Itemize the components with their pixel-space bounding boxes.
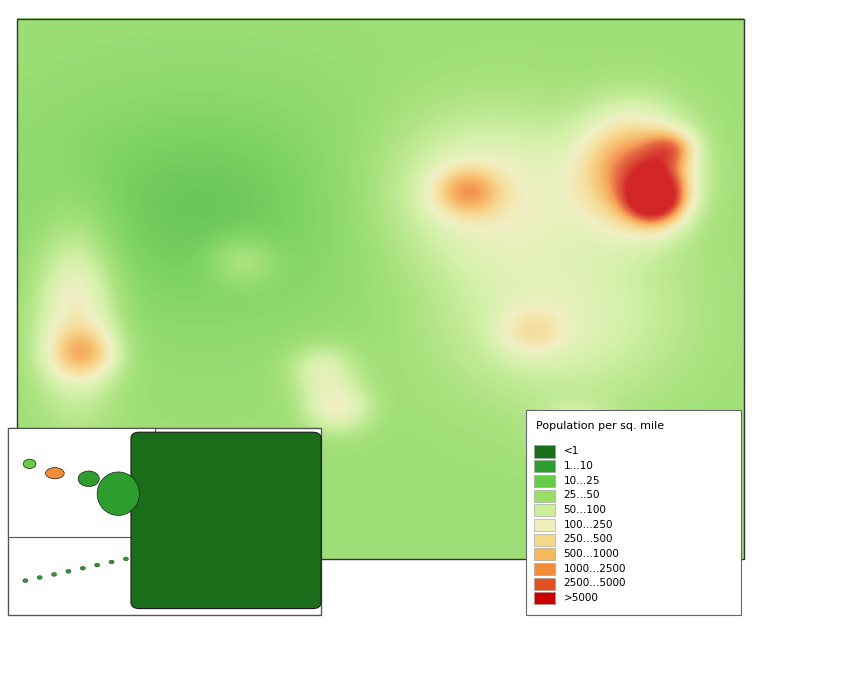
Bar bbox=[533, 563, 555, 575]
Text: 10...25: 10...25 bbox=[563, 476, 599, 486]
Text: 250...500: 250...500 bbox=[563, 535, 613, 545]
Text: Population per sq. mile: Population per sq. mile bbox=[535, 421, 663, 431]
Ellipse shape bbox=[109, 560, 114, 564]
Bar bbox=[533, 578, 555, 590]
Bar bbox=[533, 446, 555, 458]
Text: >5000: >5000 bbox=[563, 593, 598, 603]
Ellipse shape bbox=[37, 576, 42, 579]
Ellipse shape bbox=[66, 570, 71, 573]
Bar bbox=[533, 475, 555, 487]
Bar bbox=[533, 460, 555, 472]
Ellipse shape bbox=[23, 578, 28, 583]
Bar bbox=[533, 592, 555, 604]
Text: 100...250: 100...250 bbox=[563, 520, 613, 530]
Ellipse shape bbox=[80, 566, 85, 570]
Ellipse shape bbox=[51, 572, 57, 576]
Ellipse shape bbox=[95, 563, 100, 567]
Bar bbox=[8, 429, 321, 615]
Text: 500...1000: 500...1000 bbox=[563, 549, 619, 559]
Text: 25...50: 25...50 bbox=[563, 491, 599, 500]
Bar bbox=[533, 504, 555, 516]
Bar bbox=[8, 429, 155, 537]
Bar bbox=[533, 519, 555, 531]
Text: 1000...2500: 1000...2500 bbox=[563, 564, 625, 574]
Bar bbox=[533, 533, 555, 545]
Ellipse shape bbox=[24, 459, 35, 468]
Text: 1...10: 1...10 bbox=[563, 461, 592, 471]
Bar bbox=[525, 410, 740, 615]
FancyBboxPatch shape bbox=[131, 432, 321, 609]
Ellipse shape bbox=[78, 471, 100, 487]
Ellipse shape bbox=[97, 472, 139, 516]
Bar bbox=[17, 19, 743, 559]
Text: 50...100: 50...100 bbox=[563, 505, 606, 515]
Bar bbox=[533, 489, 555, 502]
Text: 2500...5000: 2500...5000 bbox=[563, 578, 625, 589]
Ellipse shape bbox=[123, 557, 128, 561]
Text: <1: <1 bbox=[563, 446, 578, 456]
Ellipse shape bbox=[46, 468, 64, 479]
Bar bbox=[533, 548, 555, 560]
